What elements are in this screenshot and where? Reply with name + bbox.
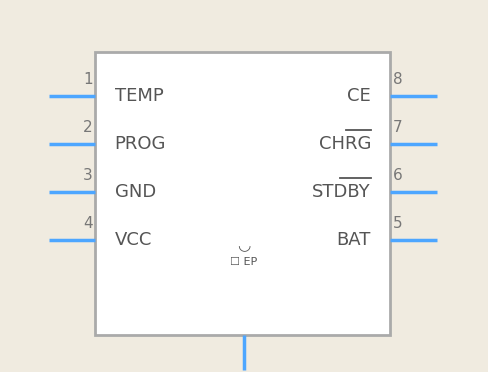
Text: PROG: PROG [115,135,166,153]
Text: TEMP: TEMP [115,87,163,105]
Text: 3: 3 [83,168,93,183]
Text: 6: 6 [393,168,403,183]
Text: GND: GND [115,183,156,201]
Text: VCC: VCC [115,231,152,249]
Text: 2: 2 [83,120,93,135]
Text: 7: 7 [393,120,403,135]
Text: 8: 8 [393,71,403,87]
Text: CE: CE [347,87,371,105]
Text: CHRG: CHRG [319,135,371,153]
Text: 5: 5 [393,216,403,231]
Text: ◡: ◡ [237,238,251,253]
Bar [95,52,390,335]
Text: 4: 4 [83,216,93,231]
Text: STDBY: STDBY [312,183,371,201]
Text: ☐ EP: ☐ EP [230,257,258,267]
Text: BAT: BAT [337,231,371,249]
Text: 1: 1 [83,71,93,87]
